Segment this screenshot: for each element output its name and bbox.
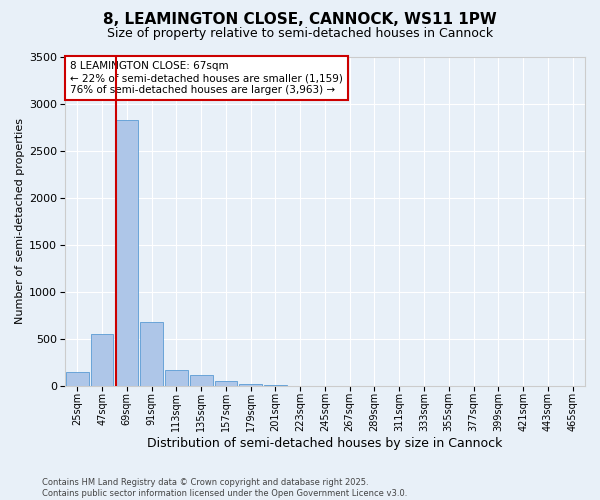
Bar [66, 372, 89, 386]
Bar [165, 370, 188, 386]
Text: Contains HM Land Registry data © Crown copyright and database right 2025.
Contai: Contains HM Land Registry data © Crown c… [42, 478, 407, 498]
Bar [115, 120, 138, 386]
Text: 8, LEAMINGTON CLOSE, CANNOCK, WS11 1PW: 8, LEAMINGTON CLOSE, CANNOCK, WS11 1PW [103, 12, 497, 28]
Text: Size of property relative to semi-detached houses in Cannock: Size of property relative to semi-detach… [107, 28, 493, 40]
Bar [140, 322, 163, 386]
X-axis label: Distribution of semi-detached houses by size in Cannock: Distribution of semi-detached houses by … [147, 437, 503, 450]
Bar [215, 380, 237, 386]
Text: 8 LEAMINGTON CLOSE: 67sqm
← 22% of semi-detached houses are smaller (1,159)
76% : 8 LEAMINGTON CLOSE: 67sqm ← 22% of semi-… [70, 62, 343, 94]
Bar [239, 384, 262, 386]
Bar [190, 376, 212, 386]
Y-axis label: Number of semi-detached properties: Number of semi-detached properties [15, 118, 25, 324]
Bar [91, 334, 113, 386]
